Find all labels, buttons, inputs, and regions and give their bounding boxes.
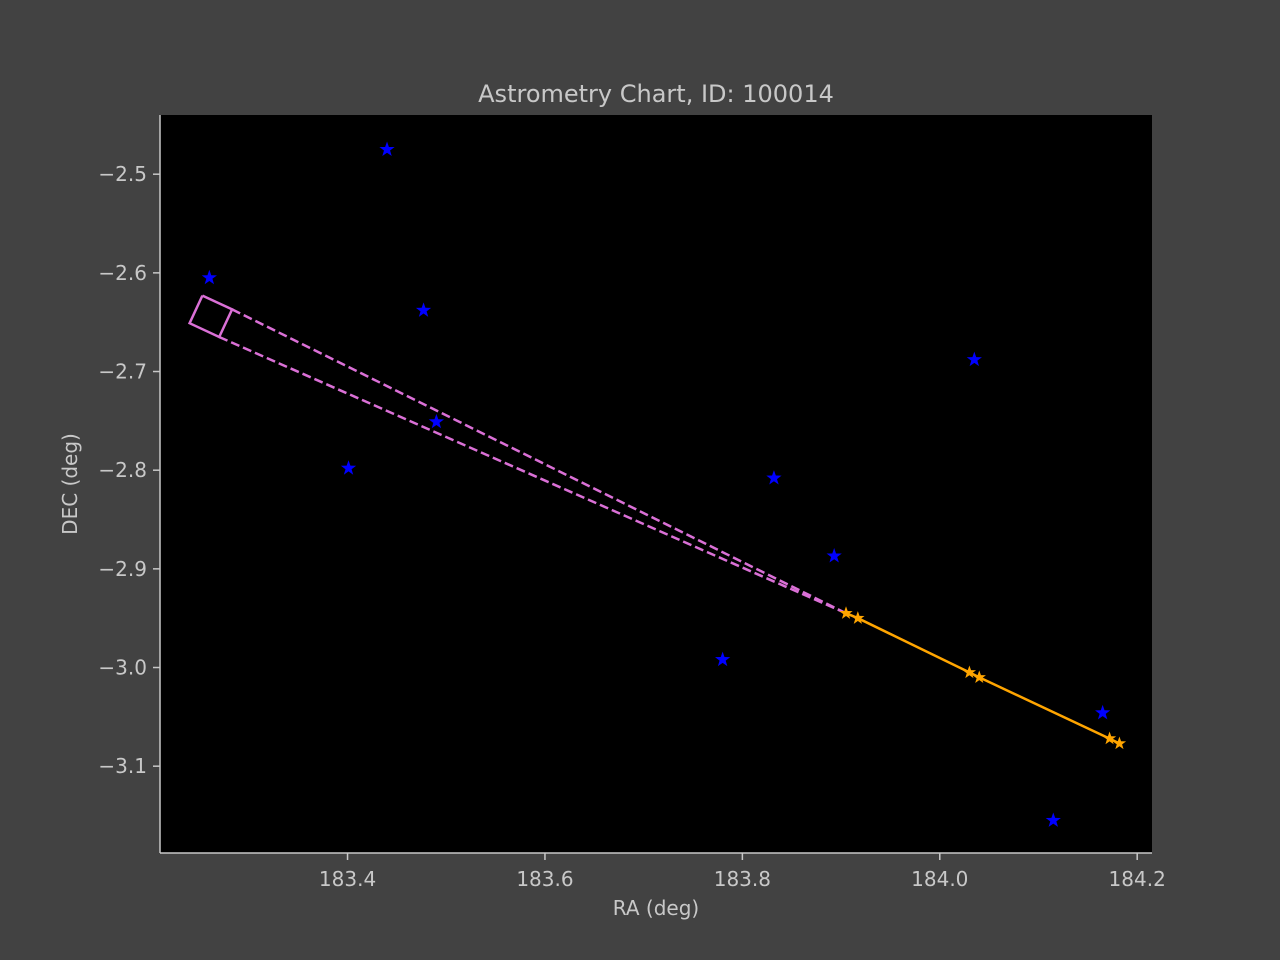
y-tick-label: −2.8 <box>98 458 147 482</box>
y-tick-label: −2.6 <box>98 261 147 285</box>
track-series <box>839 606 1127 750</box>
footprint-cone-lower <box>218 335 847 615</box>
track-point <box>1112 736 1127 750</box>
x-tick-label: 184.0 <box>911 867 968 891</box>
footprint-box <box>187 294 234 339</box>
y-axis-label: DEC (deg) <box>58 433 82 535</box>
track-point <box>839 606 853 619</box>
x-tick-label: 183.4 <box>319 867 376 891</box>
field-star-point <box>1095 704 1111 720</box>
x-tick-label: 183.8 <box>714 867 771 891</box>
y-tick-label: −2.9 <box>98 557 147 581</box>
field-star-point <box>715 651 731 667</box>
x-tick-label: 183.6 <box>516 867 573 891</box>
y-ticks: −2.5 −2.6 −2.7 −2.8 −2.9 −3.0 −3.1 <box>98 162 160 778</box>
field-star-point <box>1045 812 1061 827</box>
field-star-point <box>379 141 395 156</box>
y-tick-label: −2.7 <box>98 360 147 384</box>
plot-area <box>160 115 1152 853</box>
camera-footprint <box>187 294 847 615</box>
y-tick-label: −3.0 <box>98 656 147 680</box>
field-star-point <box>415 302 432 317</box>
field-star-point <box>826 548 842 563</box>
field-stars-series <box>201 141 1111 827</box>
x-axis-label: RA (deg) <box>613 896 699 920</box>
field-star-point <box>340 460 357 475</box>
x-ticks: 183.4 183.6 183.8 184.0 184.2 <box>319 853 1166 891</box>
field-star-point <box>428 413 444 429</box>
field-star-point <box>766 470 782 485</box>
track-point <box>1102 731 1117 745</box>
field-star-point <box>966 351 982 367</box>
axes <box>159 115 1152 854</box>
y-tick-label: −2.5 <box>98 162 147 186</box>
track-point <box>962 665 977 679</box>
chart-title: Astrometry Chart, ID: 100014 <box>478 80 834 108</box>
track-point <box>851 611 865 624</box>
x-tick-label: 184.2 <box>1109 867 1166 891</box>
track-point <box>972 670 986 684</box>
footprint-cone-upper <box>231 308 847 615</box>
y-tick-label: −3.1 <box>98 754 147 778</box>
field-star-point <box>201 269 217 285</box>
